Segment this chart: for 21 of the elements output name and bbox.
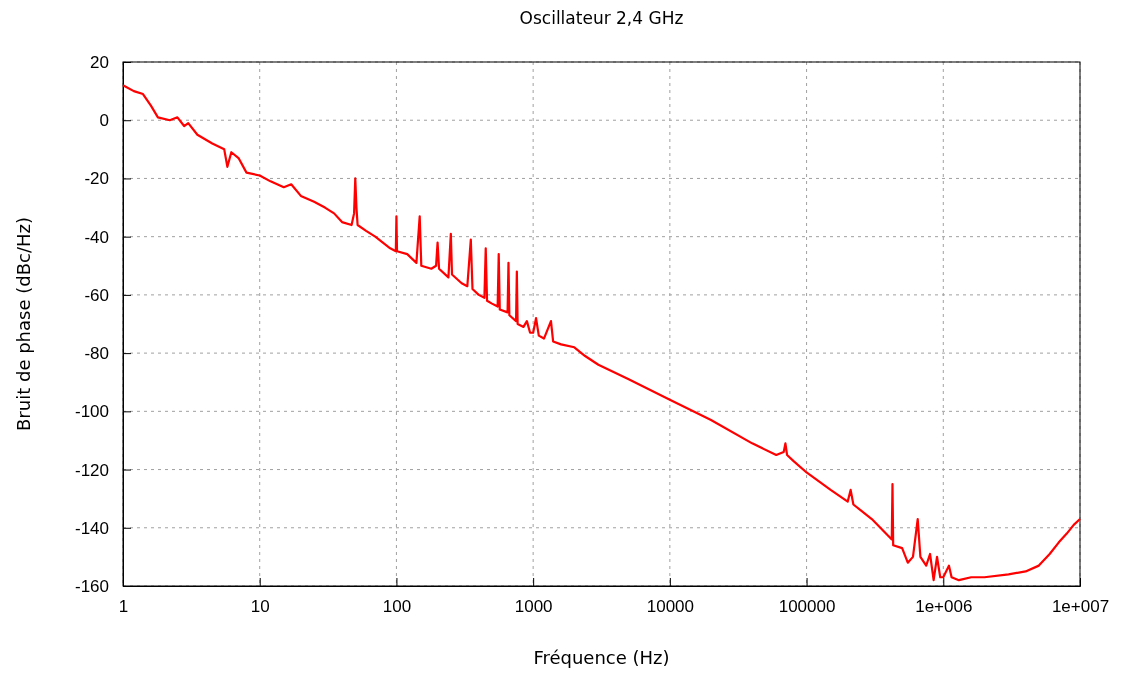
x-axis-title: Fréquence (Hz) (533, 647, 670, 668)
y-tick-label: -20 (84, 169, 109, 189)
x-tick-label: 100 (382, 597, 412, 617)
y-tick-label: 0 (99, 111, 109, 131)
x-tick-label: 1 (118, 597, 129, 617)
y-tick-label: -100 (74, 402, 109, 422)
y-tick-label: -60 (84, 285, 109, 305)
x-tick-label: 1e+006 (915, 597, 973, 617)
x-tick-label: 100000 (778, 597, 836, 617)
y-tick-label: -40 (84, 227, 109, 247)
y-tick-label: -140 (74, 518, 109, 538)
x-tick-label: 1000 (514, 597, 553, 617)
x-tick-label: 1e+007 (1051, 597, 1110, 617)
x-tick-label: 10 (250, 597, 270, 617)
y-tick-label: 20 (90, 52, 109, 72)
chart-title: Oscillateur 2,4 GHz (519, 8, 684, 28)
y-tick-label: -80 (84, 344, 109, 364)
x-tick-label: 10000 (646, 597, 694, 617)
y-tick-label: -120 (74, 460, 109, 480)
y-tick-label: -160 (74, 576, 109, 596)
y-axis-title: Bruit de phase (dBc/Hz) (13, 217, 34, 431)
